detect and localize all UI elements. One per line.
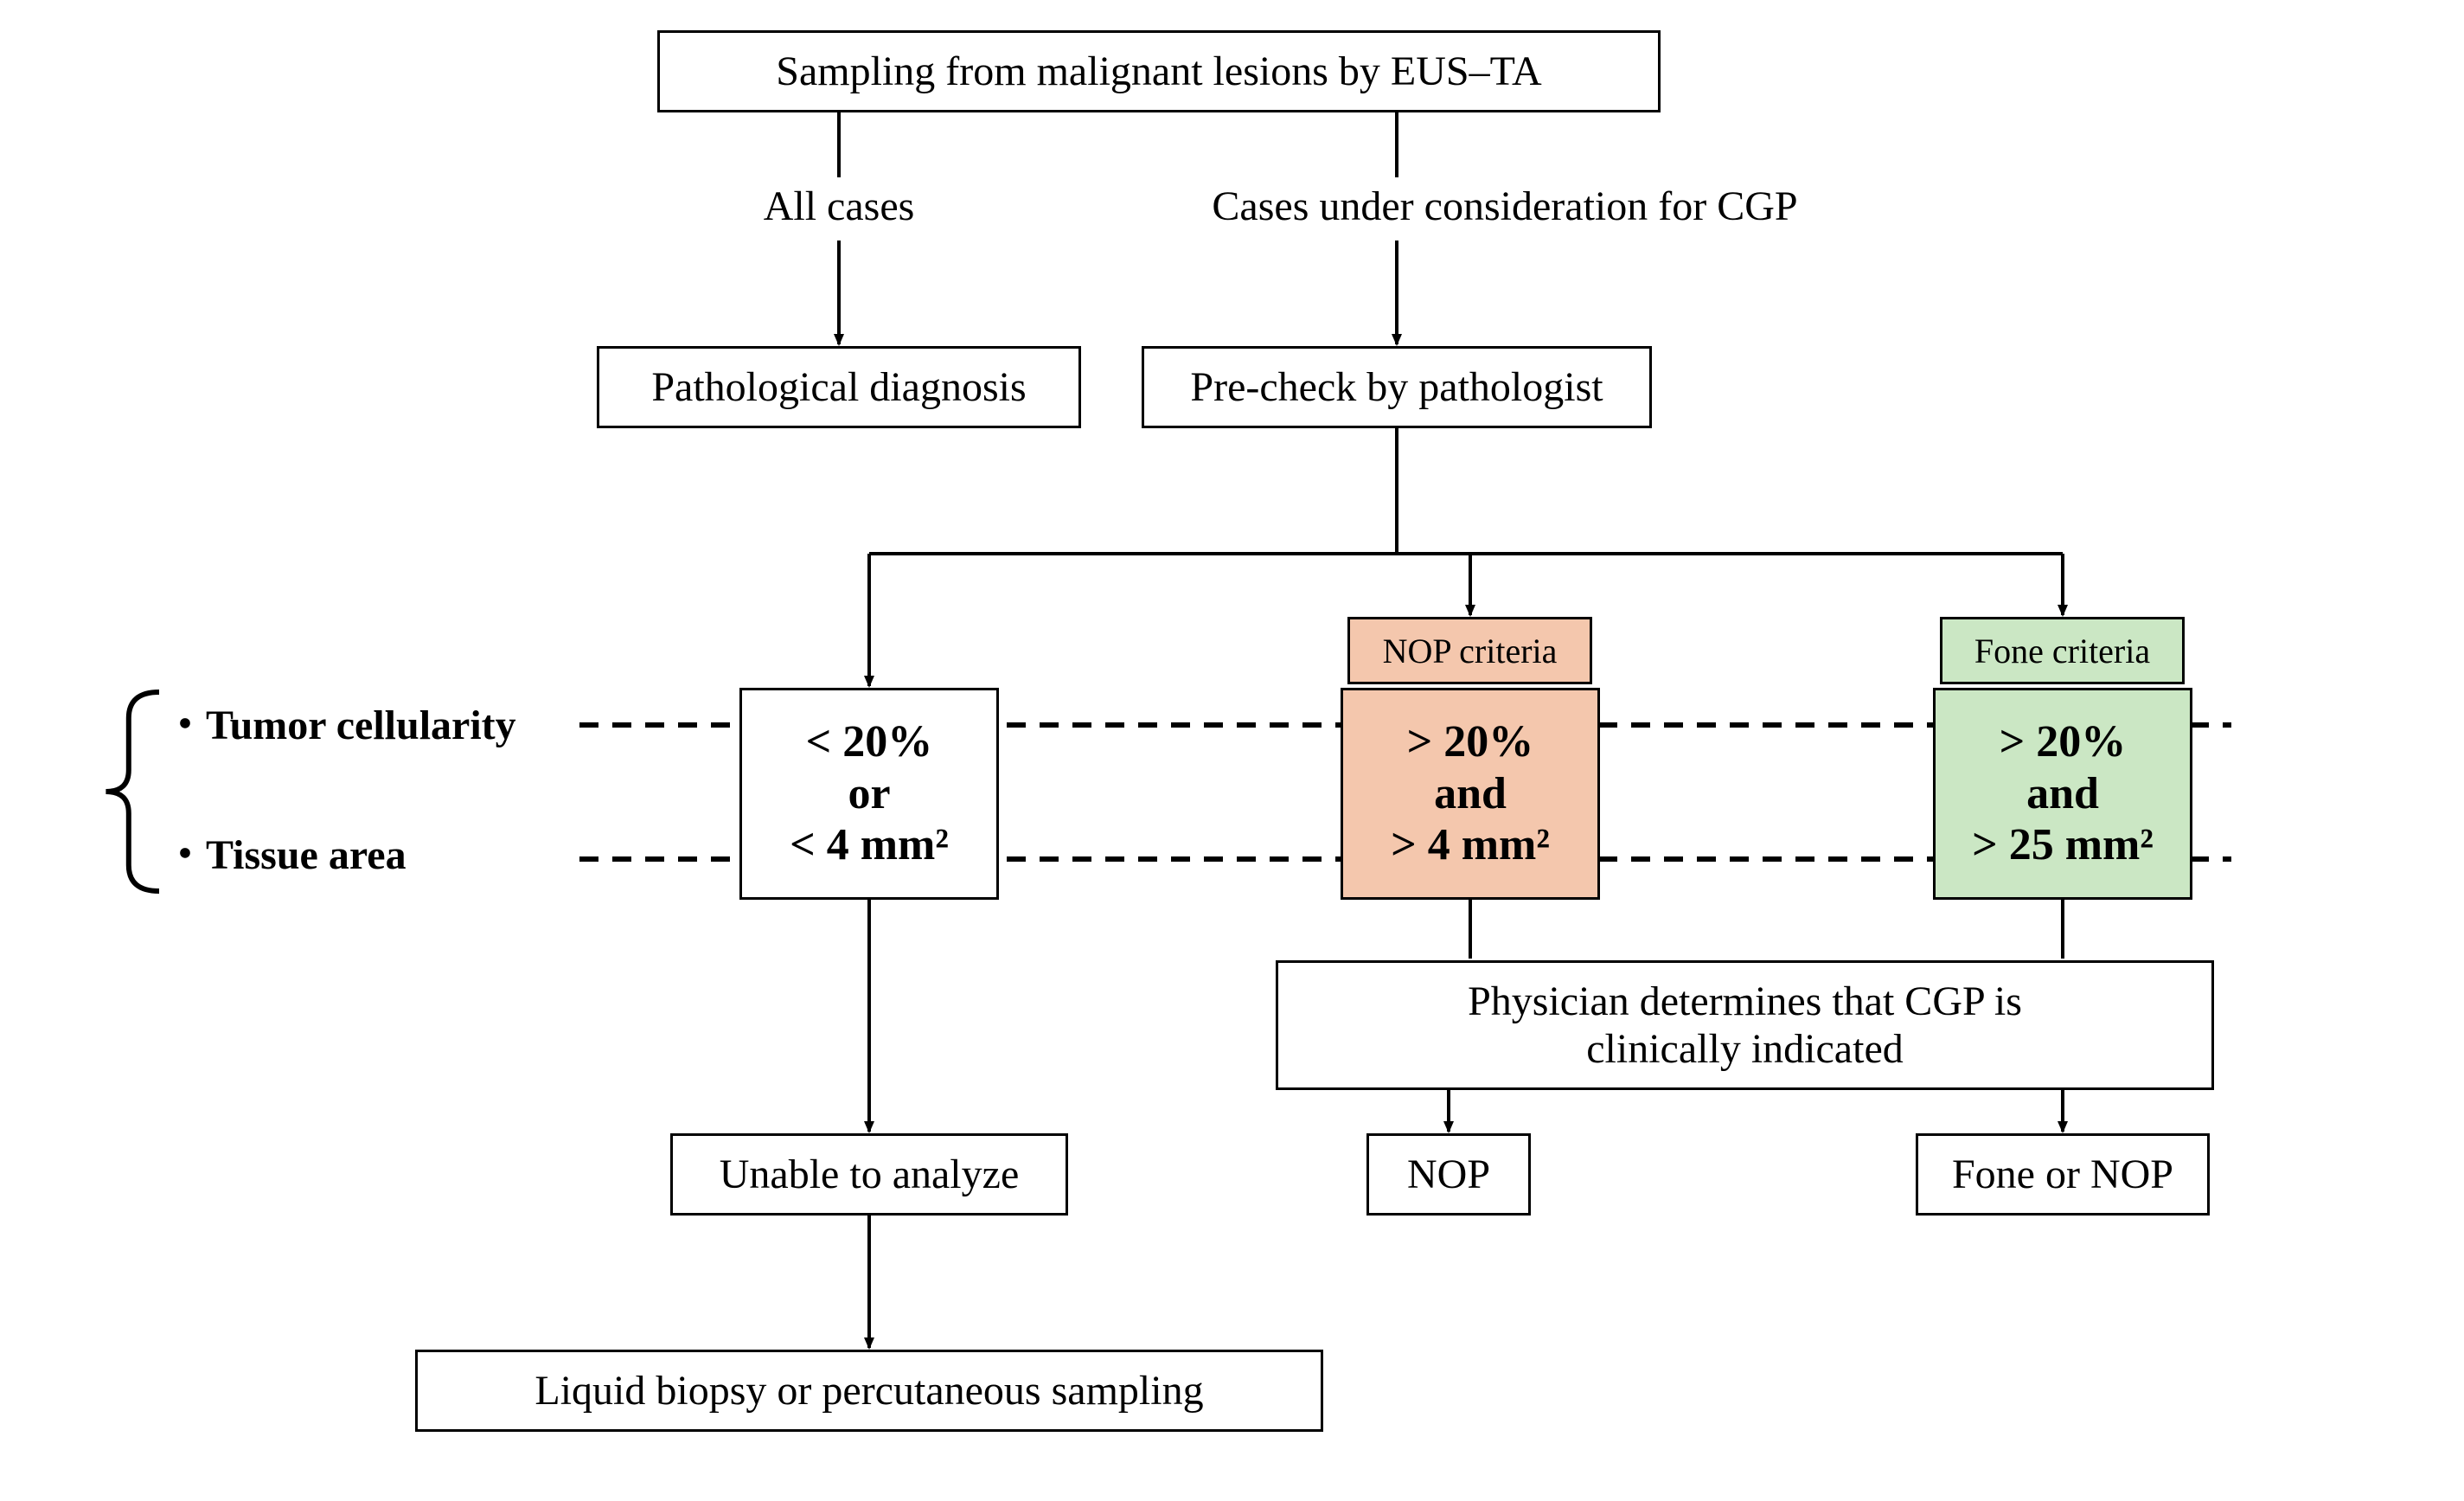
label-all-cases-text: All cases [764,183,915,229]
node-liquid-text: Liquid biopsy or percutaneous sampling [534,1367,1203,1414]
node-liquid-biopsy: Liquid biopsy or percutaneous sampling [415,1350,1323,1432]
label-tissue-area-text: ・Tissue area [164,832,406,878]
tag-nop-criteria-text: NOP criteria [1383,631,1558,671]
crit3-line2: and [1972,768,2154,820]
crit2-line3: > 4 mm² [1391,819,1550,871]
node-pathological-diagnosis-text: Pathological diagnosis [651,363,1026,411]
tag-fone-criteria: Fone criteria [1940,617,2185,684]
physician-line2: clinically indicated [1468,1025,2022,1073]
crit3-line3: > 25 mm² [1972,819,2154,871]
label-all-cases: All cases [735,182,943,232]
label-tumor-cellularity-text: ・Tumor cellularity [164,702,516,748]
tag-nop-criteria: NOP criteria [1347,617,1592,684]
node-nop: NOP [1366,1133,1531,1216]
node-unable-to-analyze: Unable to analyze [670,1133,1068,1216]
node-nop-text: NOP [1407,1151,1490,1198]
label-tissue-area: ・Tissue area [164,831,631,881]
crit1-line3: < 4 mm² [790,819,949,871]
flowchart-canvas: Sampling from malignant lesions by EUS–T… [0,0,2464,1501]
crit3-line1: > 20% [1972,716,2154,768]
node-criteria-below: < 20% or < 4 mm² [739,688,999,900]
node-criteria-fone: > 20% and > 25 mm² [1933,688,2192,900]
node-precheck-text: Pre-check by pathologist [1190,363,1603,411]
node-sampling: Sampling from malignant lesions by EUS–T… [657,30,1661,112]
crit2-line2: and [1391,768,1550,820]
label-cases-cgp-text: Cases under consideration for CGP [1212,183,1797,229]
label-cases-cgp: Cases under consideration for CGP [1150,182,1859,232]
node-physician-determines: Physician determines that CGP is clinica… [1276,960,2214,1090]
label-tumor-cellularity: ・Tumor cellularity [164,701,631,751]
crit1-line1: < 20% [790,716,949,768]
node-fone-or-nop: Fone or NOP [1916,1133,2210,1216]
node-fone-or-nop-text: Fone or NOP [1952,1151,2173,1198]
tag-fone-criteria-text: Fone criteria [1974,631,2150,671]
node-criteria-nop: > 20% and > 4 mm² [1341,688,1600,900]
node-precheck: Pre-check by pathologist [1142,346,1652,428]
node-sampling-text: Sampling from malignant lesions by EUS–T… [776,48,1541,95]
crit2-line1: > 20% [1391,716,1550,768]
node-pathological-diagnosis: Pathological diagnosis [597,346,1081,428]
node-unable-text: Unable to analyze [720,1151,1020,1198]
physician-line1: Physician determines that CGP is [1468,978,2022,1025]
crit1-line2: or [790,768,949,820]
